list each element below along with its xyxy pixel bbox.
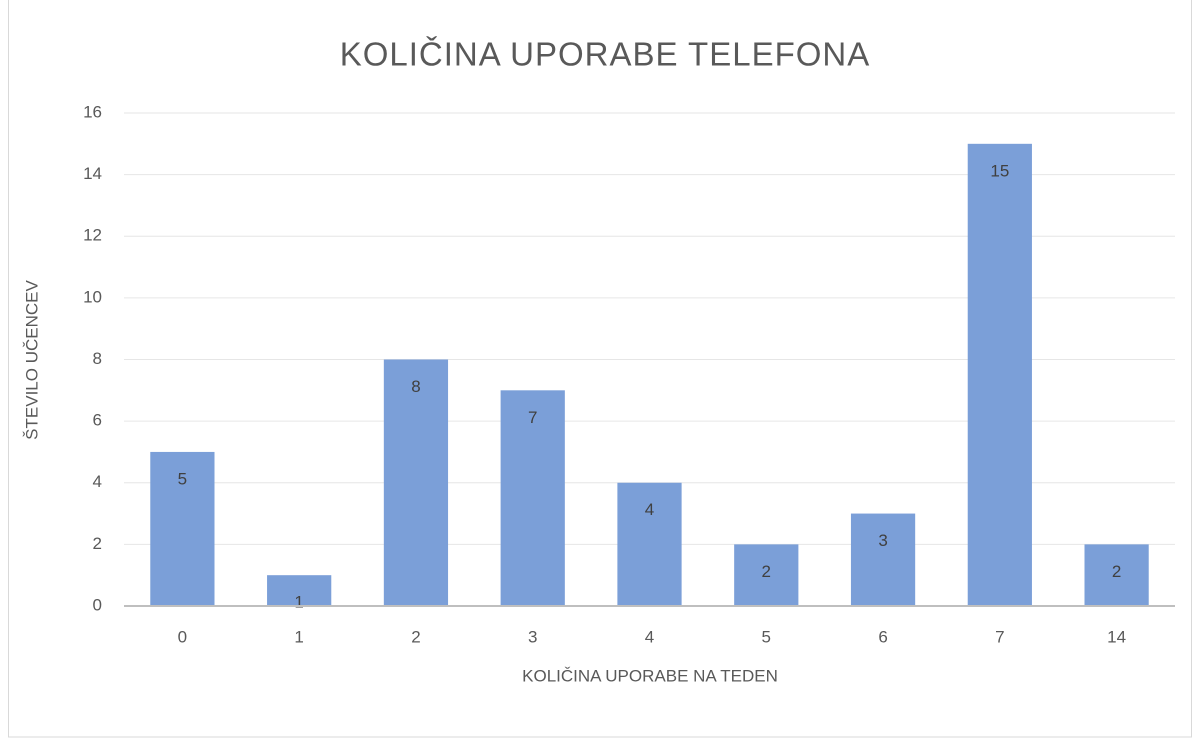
data-label: 7 (528, 408, 537, 427)
y-tick-label: 12 (83, 226, 102, 245)
x-tick-label: 3 (528, 627, 537, 646)
bar (500, 390, 565, 606)
y-tick-label: 10 (83, 287, 102, 306)
y-tick-label: 16 (83, 102, 102, 121)
data-label: 15 (990, 161, 1009, 180)
x-tick-label: 1 (294, 627, 303, 646)
x-axis-label: KOLIČINA UPORABE NA TEDEN (522, 666, 778, 685)
bar (967, 143, 1032, 606)
y-axis-label: ŠTEVILO UČENCEV (22, 280, 41, 440)
bar (383, 359, 449, 606)
x-tick-label: 2 (411, 627, 420, 646)
bar (734, 544, 799, 606)
x-tick-label: 6 (878, 627, 887, 646)
bar (850, 513, 916, 606)
y-tick-label: 2 (93, 534, 102, 553)
y-tick-label: 4 (93, 472, 102, 491)
data-label: 1 (294, 593, 303, 612)
x-tick-label: 4 (645, 627, 654, 646)
y-tick-label: 0 (93, 595, 102, 614)
data-label: 5 (178, 469, 187, 488)
y-tick-label: 6 (93, 411, 102, 430)
data-label: 4 (645, 500, 654, 519)
bar (267, 575, 332, 606)
bar (1084, 544, 1149, 606)
bar (617, 482, 682, 606)
x-tick-label: 14 (1107, 627, 1126, 646)
data-label: 8 (411, 377, 420, 396)
y-tick-label: 8 (93, 349, 102, 368)
data-label: 2 (1112, 562, 1121, 581)
data-label: 3 (878, 531, 887, 550)
x-tick-label: 7 (995, 627, 1004, 646)
x-tick-label: 0 (178, 627, 187, 646)
data-label: 2 (762, 562, 771, 581)
chart-title: KOLIČINA UPORABE TELEFONA (340, 36, 871, 73)
bar (150, 451, 215, 606)
x-tick-label: 5 (762, 627, 771, 646)
y-tick-label: 14 (83, 164, 102, 183)
